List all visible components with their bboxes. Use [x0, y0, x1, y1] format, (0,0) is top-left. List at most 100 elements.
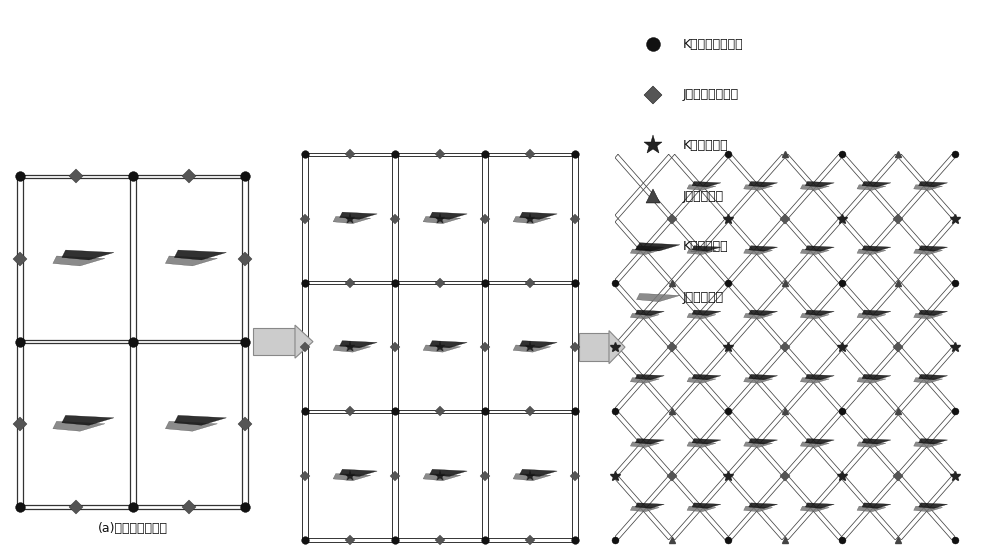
Polygon shape [919, 310, 948, 316]
Polygon shape [692, 246, 721, 251]
Text: K层系加密井: K层系加密井 [683, 139, 729, 152]
Polygon shape [630, 314, 659, 319]
Polygon shape [862, 246, 891, 251]
Polygon shape [744, 377, 773, 383]
Polygon shape [749, 439, 778, 444]
Text: J层系基础井网井: J层系基础井网井 [683, 88, 739, 101]
Polygon shape [800, 249, 829, 255]
Polygon shape [692, 181, 721, 187]
Polygon shape [749, 246, 778, 251]
Polygon shape [857, 314, 886, 319]
Polygon shape [744, 314, 773, 319]
Polygon shape [630, 442, 659, 447]
Polygon shape [805, 181, 834, 187]
Polygon shape [423, 345, 461, 352]
Polygon shape [749, 503, 778, 509]
Polygon shape [520, 212, 557, 219]
Polygon shape [630, 377, 659, 383]
Polygon shape [687, 506, 716, 512]
Polygon shape [692, 439, 721, 444]
Polygon shape [857, 442, 886, 447]
Polygon shape [692, 503, 721, 509]
Polygon shape [333, 473, 371, 480]
Polygon shape [630, 506, 659, 512]
Polygon shape [692, 310, 721, 316]
Polygon shape [637, 293, 680, 301]
Polygon shape [744, 249, 773, 255]
Polygon shape [857, 185, 886, 190]
Polygon shape [609, 331, 625, 364]
Polygon shape [744, 442, 773, 447]
Polygon shape [423, 473, 461, 480]
Polygon shape [744, 506, 773, 512]
Polygon shape [919, 181, 948, 187]
Text: J层系注水井: J层系注水井 [683, 291, 724, 304]
Polygon shape [333, 217, 371, 224]
Polygon shape [62, 250, 114, 260]
Polygon shape [165, 256, 217, 266]
Text: J层系加密井: J层系加密井 [683, 190, 724, 203]
Polygon shape [919, 439, 948, 444]
Polygon shape [919, 374, 948, 380]
Polygon shape [800, 377, 829, 383]
Polygon shape [800, 185, 829, 190]
Text: K层系注水井: K层系注水井 [683, 240, 729, 253]
Polygon shape [857, 249, 886, 255]
Polygon shape [862, 503, 891, 509]
Polygon shape [520, 341, 557, 348]
Polygon shape [53, 422, 105, 431]
Polygon shape [62, 415, 114, 425]
Polygon shape [513, 345, 551, 352]
Polygon shape [749, 374, 778, 380]
Polygon shape [165, 422, 217, 431]
Polygon shape [800, 442, 829, 447]
Polygon shape [635, 374, 664, 380]
Polygon shape [635, 503, 664, 509]
Polygon shape [749, 310, 778, 316]
Polygon shape [53, 256, 105, 266]
Polygon shape [862, 181, 891, 187]
Polygon shape [635, 439, 664, 444]
Polygon shape [862, 439, 891, 444]
Polygon shape [914, 442, 943, 447]
Polygon shape [862, 310, 891, 316]
Polygon shape [687, 185, 716, 190]
Polygon shape [340, 341, 377, 348]
Polygon shape [687, 314, 716, 319]
Polygon shape [805, 310, 834, 316]
Polygon shape [800, 506, 829, 512]
Polygon shape [635, 310, 664, 316]
Polygon shape [862, 374, 891, 380]
Polygon shape [513, 473, 551, 480]
Polygon shape [423, 217, 461, 224]
Polygon shape [919, 246, 948, 251]
Polygon shape [692, 374, 721, 380]
Polygon shape [687, 442, 716, 447]
Text: (a)反九点基础井网: (a)反九点基础井网 [98, 522, 168, 536]
Polygon shape [430, 212, 467, 219]
Polygon shape [749, 181, 778, 187]
FancyBboxPatch shape [579, 333, 609, 361]
Polygon shape [805, 246, 834, 251]
Polygon shape [805, 374, 834, 380]
Polygon shape [805, 503, 834, 509]
Polygon shape [340, 212, 377, 219]
Polygon shape [430, 469, 467, 477]
Polygon shape [333, 345, 371, 352]
FancyBboxPatch shape [253, 328, 295, 355]
Polygon shape [687, 249, 716, 255]
Polygon shape [914, 377, 943, 383]
Text: K层系基础井网井: K层系基础井网井 [683, 37, 744, 51]
Polygon shape [744, 185, 773, 190]
Polygon shape [914, 314, 943, 319]
Polygon shape [513, 217, 551, 224]
Polygon shape [857, 506, 886, 512]
Polygon shape [919, 503, 948, 509]
Polygon shape [630, 249, 659, 255]
Polygon shape [340, 469, 377, 477]
Polygon shape [520, 469, 557, 477]
Polygon shape [637, 242, 680, 251]
Polygon shape [857, 377, 886, 383]
Polygon shape [687, 377, 716, 383]
Polygon shape [174, 250, 226, 260]
